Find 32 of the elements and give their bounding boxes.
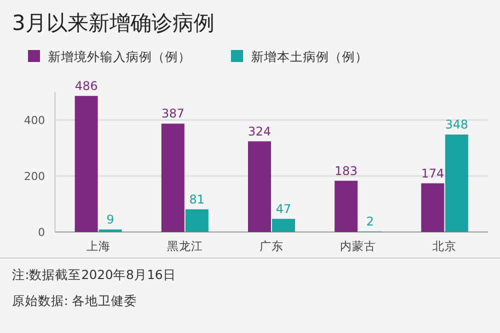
text: 注:数据截至2020年8月16日 [12,267,176,282]
bar [445,134,468,232]
x-tick-label: 内蒙古 [340,239,376,253]
data-label: 324 [248,124,271,138]
data-label: 486 [74,78,98,93]
bar [98,229,122,232]
legend-label: 新增本土病例（例） [251,49,368,64]
x-tick-label: 北京 [432,239,457,253]
data-label: 387 [161,106,184,121]
data-label: 81 [189,192,205,206]
y-tick-label: 0 [38,226,45,239]
bar [74,96,98,232]
legend-label: 新增境外输入病例（例） [48,49,191,64]
bar [185,209,208,232]
x-tick-label: 上海 [86,239,110,253]
bar [248,141,271,232]
bar [334,180,358,232]
bar [161,124,184,232]
data-label: 47 [276,202,292,216]
chart-title: 3月以来新增确诊病例 [12,11,214,35]
data-label: 348 [445,118,468,132]
bar [272,218,295,232]
bar [421,183,444,232]
data-label: 183 [334,164,358,178]
y-tick-label: 200 [24,170,45,183]
data-label: 174 [421,166,444,180]
data-label: 2 [366,214,374,228]
y-tick-label: 400 [24,114,45,127]
data-label: 9 [106,212,114,226]
x-tick-label: 黑龙江 [166,239,203,253]
text: 原始数据: 各地卫健委 [12,293,138,308]
x-tick-label: 广东 [260,239,284,253]
